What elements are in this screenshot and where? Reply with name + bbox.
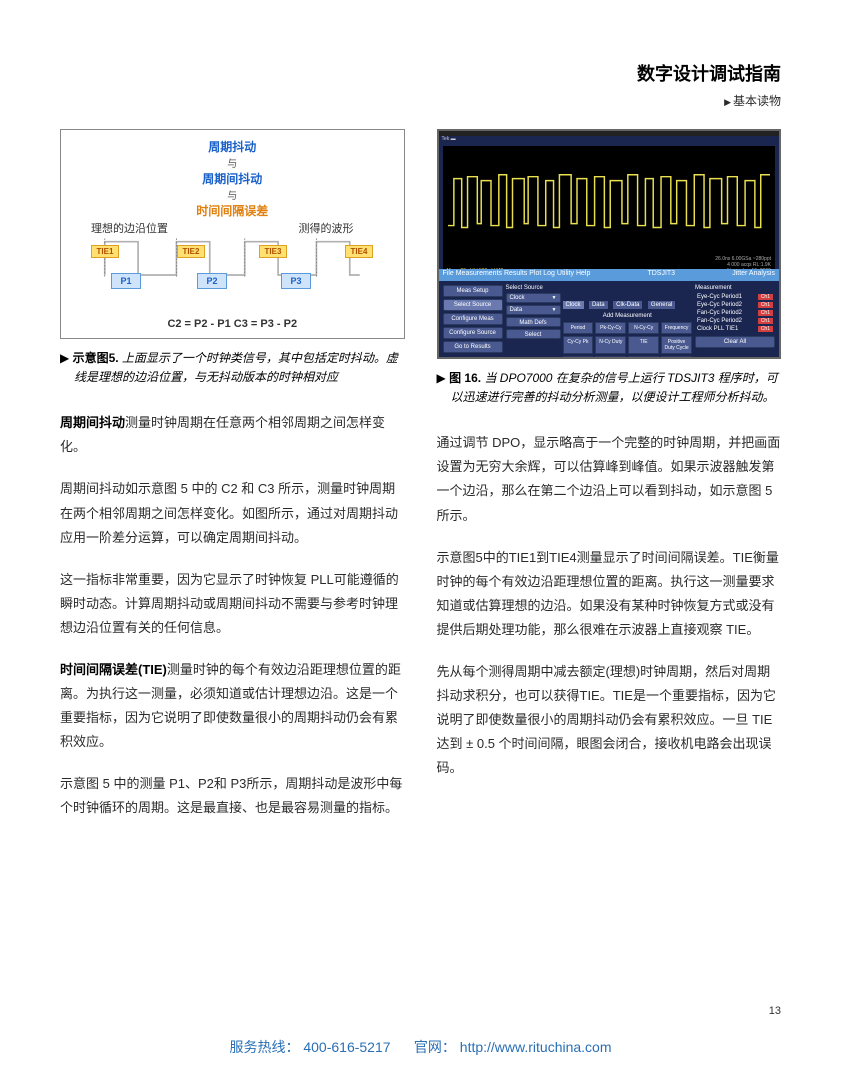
config-item: Eye-Cyc Period1Ch1: [695, 293, 775, 301]
fig5-left-label: 理想的边沿位置: [91, 220, 168, 236]
period-label: P1: [111, 273, 141, 289]
measurement-button[interactable]: Pos Duty Cycle: [563, 356, 594, 359]
fig5-right-label: 测得的波形: [299, 220, 354, 236]
app-menu: File Measurements Results Plot Log Utili…: [443, 270, 591, 280]
paragraph: 周期间抖动如示意图 5 中的 C2 和 C3 所示，测量时钟周期在两个相邻周期之…: [60, 477, 405, 549]
left-column: 周期抖动 与 周期间抖动 与 时间间隔误差 理想的边沿位置 测得的波形: [60, 129, 405, 838]
app-subtitle: Jitter Analysis: [732, 270, 775, 280]
paragraph: 先从每个测得周期中减去额定(理想)时钟周期，然后对周期抖动求积分，也可以获得TI…: [437, 660, 782, 780]
measurement-button[interactable]: PLL TIE: [595, 356, 626, 359]
config-item: Eye-Cyc Period2Ch1: [695, 301, 775, 309]
figure-16-screenshot: Tek ▬ Menu 20mV/d 520mV M2 26.0ns 6.00GS…: [437, 129, 782, 359]
app-titlebar: File Measurements Results Plot Log Utili…: [439, 269, 780, 281]
paragraph: 周期间抖动测量时钟周期在任意两个相邻周期之间怎样变化。: [60, 411, 405, 459]
paragraph: 通过调节 DPO，显示略高于一个完整的时钟周期，并把画面设置为无穷大余辉，可以估…: [437, 431, 782, 527]
fig5-heading-line3: 时间间隔误差: [61, 202, 404, 219]
fig5-heading-line2: 周期间抖动: [61, 170, 404, 187]
caption-label: 示意图5.: [73, 351, 119, 365]
period-label: P3: [281, 273, 311, 289]
paragraph: 示意图5中的TIE1到TIE4测量显示了时间间隔误差。TIE衡量时钟的每个有效边…: [437, 546, 782, 642]
figure-16-caption: 图 16. 当 DPO7000 在复杂的信号上运行 TDSJIT3 程序时，可以…: [437, 369, 782, 407]
measurement-button[interactable]: Cy-Cy Pk: [563, 336, 594, 354]
figure-5-diagram: 周期抖动 与 周期间抖动 与 时间间隔误差 理想的边沿位置 测得的波形: [60, 129, 405, 339]
panel-button[interactable]: Meas Setup: [443, 285, 503, 297]
page-subtitle: 基本读物: [60, 92, 781, 109]
panel-button[interactable]: Configure Source: [443, 327, 503, 339]
figure-5-waveform: TIE1 TIE2 TIE3 TIE4 P1 P2 P3: [81, 235, 384, 285]
measurement-button[interactable]: N-Cy-Cy: [628, 322, 659, 334]
caption-text: 当 DPO7000 在复杂的信号上运行 TDSJIT3 程序时，可以迅速进行完善…: [451, 371, 778, 404]
scope-display: Menu 20mV/d 520mV M2 26.0ns 6.00GSa ~280…: [443, 146, 776, 276]
tabs-row: Clock Data Clk-Data General: [563, 293, 693, 311]
measurement-grid: Period Pk-Cy-Cy N-Cy-Cy Frequency Cy-Cy …: [563, 322, 693, 359]
measurement-button[interactable]: Frequency: [661, 322, 692, 334]
panel-measurement-area: Select Source Clock▼ Data▼ Math Defs Sel…: [506, 285, 693, 359]
config-item: Clock PLL TIE1Ch1: [695, 325, 775, 333]
config-item: Fan-Cyc Period2Ch1: [695, 309, 775, 317]
measurement-label: Measurement: [695, 285, 775, 291]
hotline-label: 服务热线：: [229, 1039, 299, 1055]
page-number: 13: [769, 1005, 781, 1017]
scope-waveform: [448, 166, 771, 246]
fig5-sep1: 与: [61, 155, 404, 170]
figure-5-heading: 周期抖动 与 周期间抖动 与 时间间隔误差: [61, 130, 404, 219]
measurement-button[interactable]: N-Cy Duty: [595, 336, 626, 354]
panel-button[interactable]: Select Source: [443, 299, 503, 311]
tab[interactable]: Data: [589, 301, 608, 309]
jitter-app-panel: File Measurements Results Plot Log Utili…: [439, 269, 780, 357]
site-url: http://www.rituchina.com: [460, 1039, 612, 1055]
page-header: 数字设计调试指南 基本读物: [60, 60, 781, 109]
figure-5-caption: 示意图5. 上面显示了一个时钟类信号，其中包括定时抖动。虚线是理想的边沿位置，与…: [60, 349, 405, 387]
fig5-sep2: 与: [61, 187, 404, 202]
caption-text: 上面显示了一个时钟类信号，其中包括定时抖动。虚线是理想的边沿位置，与无抖动版本的…: [74, 351, 398, 384]
tie-label: TIE2: [177, 245, 205, 258]
config-item: Fan-Cyc Period2Ch1: [695, 317, 775, 325]
fig5-heading-line1: 周期抖动: [61, 138, 404, 155]
measurement-button[interactable]: Pk-Cy-Cy: [595, 322, 626, 334]
source-dropdown[interactable]: Data▼: [506, 305, 561, 315]
tie-label: TIE4: [345, 245, 373, 258]
source-button[interactable]: Select: [506, 329, 561, 339]
measurement-button[interactable]: Period: [563, 322, 594, 334]
tie-label: TIE1: [91, 245, 119, 258]
right-column: Tek ▬ Menu 20mV/d 520mV M2 26.0ns 6.00GS…: [437, 129, 782, 838]
paragraph: 这一指标非常重要，因为它显示了时钟恢复 PLL可能遵循的瞬时动态。计算周期抖动或…: [60, 568, 405, 640]
left-body-text: 周期间抖动测量时钟周期在任意两个相邻周期之间怎样变化。 周期间抖动如示意图 5 …: [60, 411, 405, 820]
figure-5-equations: C2 = P2 - P1 C3 = P3 - P2: [61, 318, 404, 330]
tab[interactable]: Clk-Data: [613, 301, 642, 309]
clear-all-button[interactable]: Clear All: [695, 336, 775, 348]
select-source-label: Select Source: [506, 285, 693, 291]
measurement-button[interactable]: Neg Duty Cycle: [661, 356, 692, 359]
content-columns: 周期抖动 与 周期间抖动 与 时间间隔误差 理想的边沿位置 测得的波形: [60, 129, 781, 838]
tie-label: TIE3: [259, 245, 287, 258]
page-title: 数字设计调试指南: [60, 60, 781, 86]
period-label: P2: [197, 273, 227, 289]
tab[interactable]: Clock: [563, 301, 584, 309]
measurement-button[interactable]: Positive Duty Cycle: [661, 336, 692, 354]
app-name: TDSJIT3: [647, 270, 675, 280]
panel-left-nav: Meas Setup Select Source Configure Meas …: [443, 285, 503, 359]
caption-label: 图 16.: [449, 371, 481, 385]
tab[interactable]: General: [648, 301, 675, 309]
add-measurement-label: Add Measurement: [563, 313, 693, 319]
panel-button[interactable]: Configure Meas: [443, 313, 503, 325]
source-button[interactable]: Math Defs: [506, 317, 561, 327]
panel-button[interactable]: Go to Results: [443, 341, 503, 353]
source-dropdown[interactable]: Clock▼: [506, 293, 561, 303]
page: 数字设计调试指南 基本读物 周期抖动 与 周期间抖动 与 时间间隔误差 理想的边…: [0, 0, 841, 1077]
hotline-number: 400-616-5217: [303, 1039, 390, 1055]
paragraph: 示意图 5 中的测量 P1、P2和 P3所示，周期抖动是波形中每个时钟循环的周期…: [60, 772, 405, 820]
site-label: 官网：: [414, 1039, 456, 1055]
right-body-text: 通过调节 DPO，显示略高于一个完整的时钟周期，并把画面设置为无穷大余辉，可以估…: [437, 431, 782, 780]
page-footer: 服务热线： 400-616-5217 官网： http://www.rituch…: [0, 1037, 841, 1057]
paragraph: 时间间隔误差(TIE)测量时钟的每个有效边沿距理想位置的距离。为执行这一测量，必…: [60, 658, 405, 754]
measurement-button[interactable]: -: [628, 356, 659, 359]
panel-config-area: Measurement Eye-Cyc Period1Ch1 Eye-Cyc P…: [695, 285, 775, 359]
measurement-button[interactable]: TIE: [628, 336, 659, 354]
